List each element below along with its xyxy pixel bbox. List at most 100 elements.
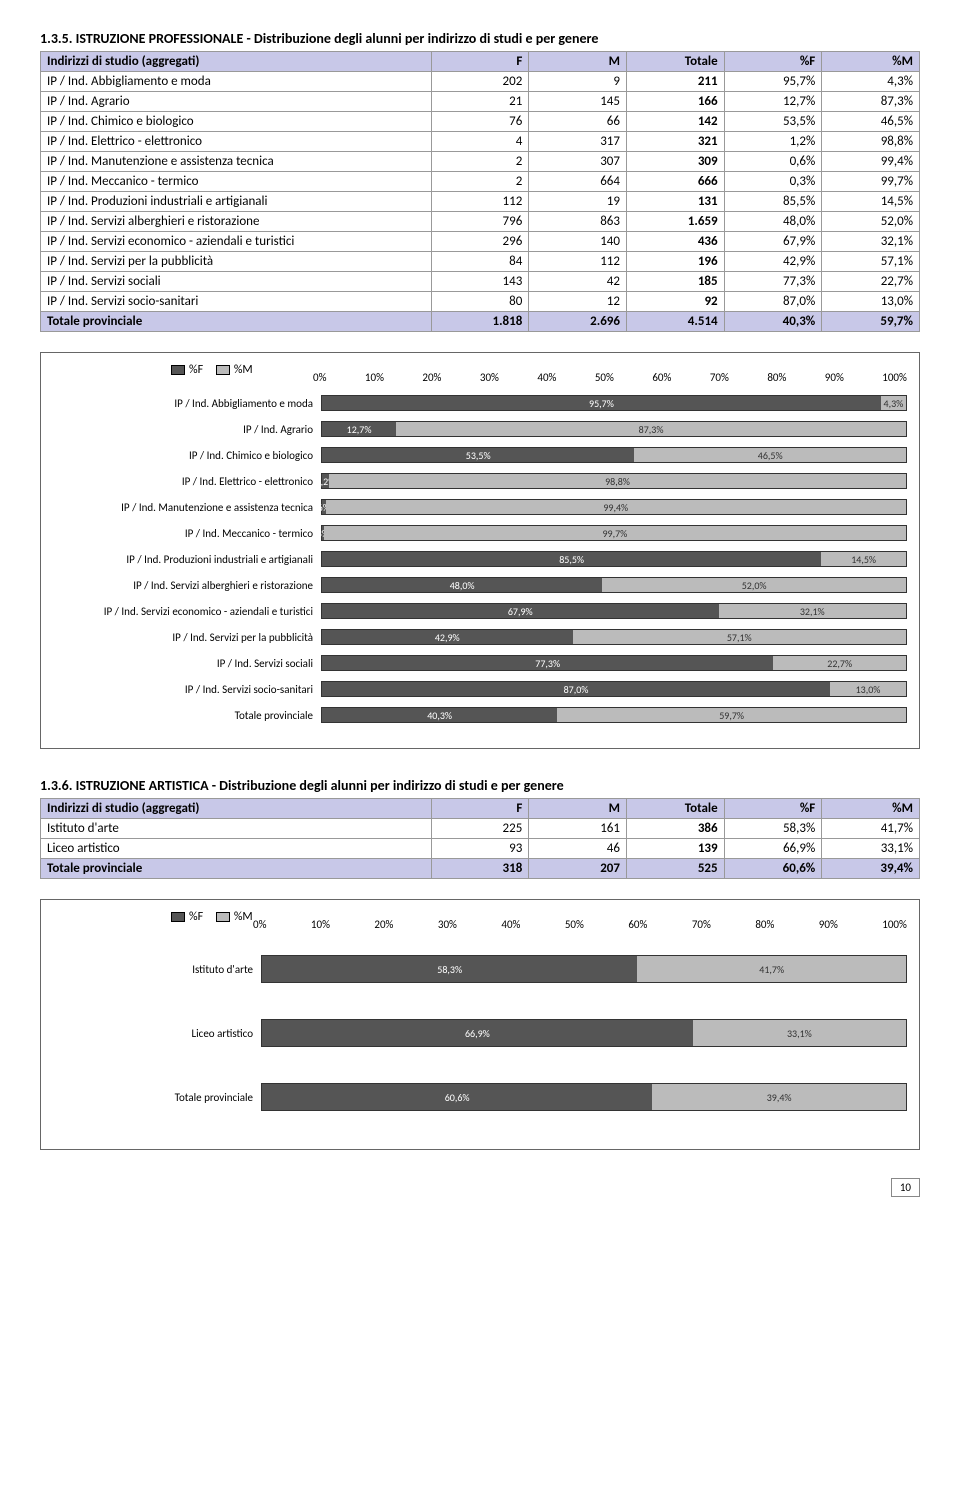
row-val: 92 (626, 292, 724, 312)
bar-label: IP / Ind. Servizi economico - aziendali … (53, 605, 321, 618)
row-val: 46 (529, 839, 627, 859)
bar-seg-m: 4,3% (881, 396, 906, 410)
axis-tick: 20% (374, 918, 393, 931)
row-val: 48,0% (724, 212, 822, 232)
bar-seg-f: 40,3% (322, 708, 557, 722)
axis-tick: 10% (311, 918, 330, 931)
axis-tick: 80% (767, 371, 786, 384)
bar-seg-m: 57,1% (573, 630, 906, 644)
row-val: 42 (529, 272, 627, 292)
section2-title: 1.3.6. ISTRUZIONE ARTISTICA - Distribuzi… (40, 777, 920, 794)
row-val: 436 (626, 232, 724, 252)
row-val: 666 (626, 172, 724, 192)
row-label: IP / Ind. Chimico e biologico (41, 112, 432, 132)
row-val: 87,3% (822, 92, 920, 112)
bar-row: IP / Ind. Servizi sociali77,3%22,7% (53, 652, 907, 674)
bar-seg-f: 42,9% (322, 630, 573, 644)
row-val: 42,9% (724, 252, 822, 272)
col-header: M (529, 52, 627, 72)
row-val: 307 (529, 152, 627, 172)
row-val: 12 (529, 292, 627, 312)
row-label: IP / Ind. Produzioni industriali e artig… (41, 192, 432, 212)
legend-m2: %M (234, 910, 253, 924)
bar-row: IP / Ind. Elettrico - elettronico1,2%98,… (53, 470, 907, 492)
row-val: 99,4% (822, 152, 920, 172)
bar-label: IP / Ind. Meccanico - termico (53, 527, 321, 540)
axis-tick: 40% (537, 371, 556, 384)
bar-seg-f: 95,7% (322, 396, 881, 410)
row-label: IP / Ind. Servizi alberghieri e ristoraz… (41, 212, 432, 232)
bar-row: IP / Ind. Meccanico - termico3%99,7% (53, 522, 907, 544)
section1-title: 1.3.5. ISTRUZIONE PROFESSIONALE - Distri… (40, 30, 920, 47)
row-val: 142 (626, 112, 724, 132)
col-header: F (431, 799, 529, 819)
legend-m: %M (234, 363, 253, 377)
row-val: 664 (529, 172, 627, 192)
bar: 48,0%52,0% (321, 577, 907, 593)
chart1-legend: %F %M (161, 363, 253, 377)
bar-label: Totale provinciale (53, 709, 321, 722)
axis-tick: 80% (755, 918, 774, 931)
total-cell: 39,4% (822, 859, 920, 879)
row-label: IP / Ind. Servizi socio-sanitari (41, 292, 432, 312)
bar-seg-m: 99,4% (326, 500, 906, 514)
legend-f: %F (189, 363, 203, 377)
bar-row: Liceo artistico66,9%33,1% (53, 1003, 907, 1063)
axis-tick: 90% (819, 918, 838, 931)
bar-label: IP / Ind. Servizi per la pubblicità (53, 631, 321, 644)
total-cell: Totale provinciale (41, 859, 432, 879)
bar-label: IP / Ind. Elettrico - elettronico (53, 475, 321, 488)
total-cell: 40,3% (724, 312, 822, 332)
total-cell: 207 (529, 859, 627, 879)
legend-box-m2 (216, 912, 230, 922)
bar: 60,6%39,4% (261, 1083, 907, 1111)
row-val: 32,1% (822, 232, 920, 252)
row-label: IP / Ind. Servizi per la pubblicità (41, 252, 432, 272)
bar-seg-m: 52,0% (602, 578, 906, 592)
row-val: 53,5% (724, 112, 822, 132)
row-val: 4 (431, 132, 529, 152)
row-val: 1,2% (724, 132, 822, 152)
bar-label: IP / Ind. Agrario (53, 423, 321, 436)
row-val: 22,7% (822, 272, 920, 292)
row-label: IP / Ind. Servizi sociali (41, 272, 432, 292)
row-val: 161 (529, 819, 627, 839)
bar-seg-f: 67,9% (322, 604, 719, 618)
total-cell: Totale provinciale (41, 312, 432, 332)
bar: 95,7%4,3% (321, 395, 907, 411)
row-label: Liceo artistico (41, 839, 432, 859)
bar-seg-m: 22,7% (773, 656, 906, 670)
bar-row: IP / Ind. Servizi alberghieri e ristoraz… (53, 574, 907, 596)
bar-row: IP / Ind. Servizi socio-sanitari87,0%13,… (53, 678, 907, 700)
bar-row: Totale provinciale60,6%39,4% (53, 1067, 907, 1127)
row-val: 321 (626, 132, 724, 152)
row-val: 95,7% (724, 72, 822, 92)
axis-tick: 70% (710, 371, 729, 384)
bar: 42,9%57,1% (321, 629, 907, 645)
row-val: 796 (431, 212, 529, 232)
total-cell: 2.696 (529, 312, 627, 332)
axis-tick: 0% (313, 371, 326, 384)
total-cell: 59,7% (822, 312, 920, 332)
bar-seg-f: 66,9% (262, 1020, 693, 1046)
bar: 40,3%59,7% (321, 707, 907, 723)
legend-f2: %F (189, 910, 203, 924)
row-label: IP / Ind. Manutenzione e assistenza tecn… (41, 152, 432, 172)
bar: 53,5%46,5% (321, 447, 907, 463)
row-val: 2 (431, 172, 529, 192)
axis-tick: 70% (692, 918, 711, 931)
bar-label: IP / Ind. Manutenzione e assistenza tecn… (53, 501, 321, 514)
row-val: 166 (626, 92, 724, 112)
legend-box-f2 (171, 912, 185, 922)
col-header: %F (724, 799, 822, 819)
row-val: 317 (529, 132, 627, 152)
row-val: 19 (529, 192, 627, 212)
chart2: %F %M 0%10%20%30%40%50%60%70%80%90%100% … (40, 899, 920, 1150)
bar-seg-f: 85,5% (322, 552, 821, 566)
bar-seg-f: 77,3% (322, 656, 773, 670)
row-label: IP / Ind. Agrario (41, 92, 432, 112)
sec1-table: Indirizzi di studio (aggregati)FMTotale%… (40, 51, 920, 332)
bar-row: Totale provinciale40,3%59,7% (53, 704, 907, 726)
bar-row: IP / Ind. Chimico e biologico53,5%46,5% (53, 444, 907, 466)
col-header: %M (822, 52, 920, 72)
